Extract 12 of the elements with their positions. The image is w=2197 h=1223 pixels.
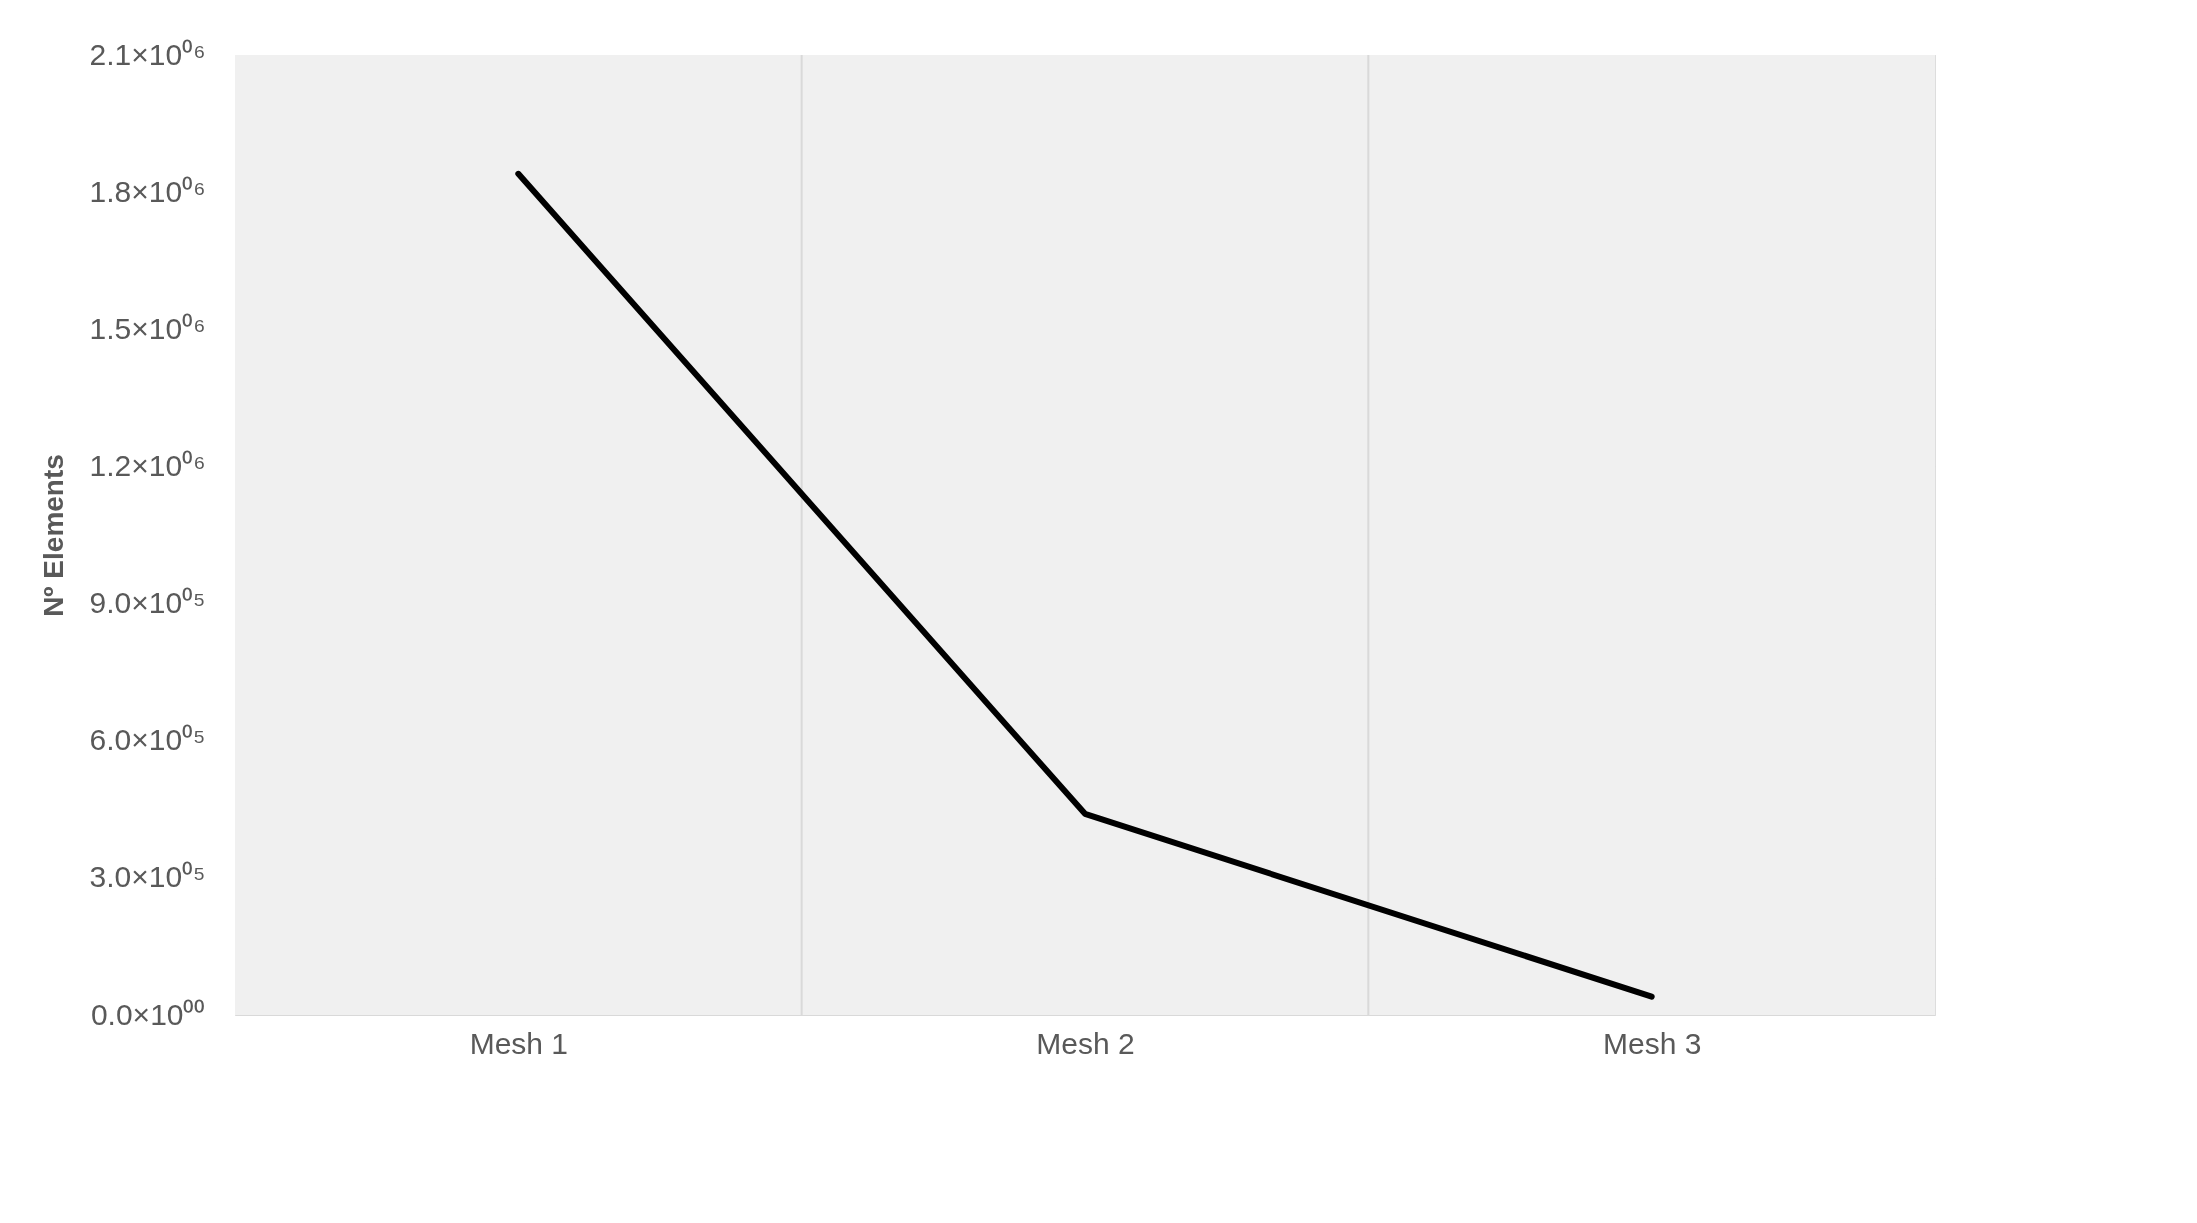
y-tick-label: 1.8×10⁰⁶ [89, 174, 206, 208]
y-tick-label: 9.0×10⁰⁵ [89, 586, 206, 620]
y-tick-label: 0.0×10⁰⁰ [90, 997, 206, 1031]
y-tick-label: 1.2×10⁰⁶ [89, 448, 206, 482]
x-tick-label: Mesh 1 [469, 1026, 569, 1060]
y-tick-label: 1.5×10⁰⁶ [89, 311, 206, 345]
y-tick-label: 3.0×10⁰⁵ [89, 860, 206, 894]
y-tick-label: 2.1×10⁰⁶ [89, 37, 206, 71]
y-tick-label: 6.0×10⁰⁵ [89, 723, 206, 757]
x-tick-label: Mesh 3 [1602, 1026, 1702, 1060]
x-tick-label: Mesh 2 [1036, 1026, 1135, 1060]
y-axis-title: Nº Elements [38, 454, 70, 617]
